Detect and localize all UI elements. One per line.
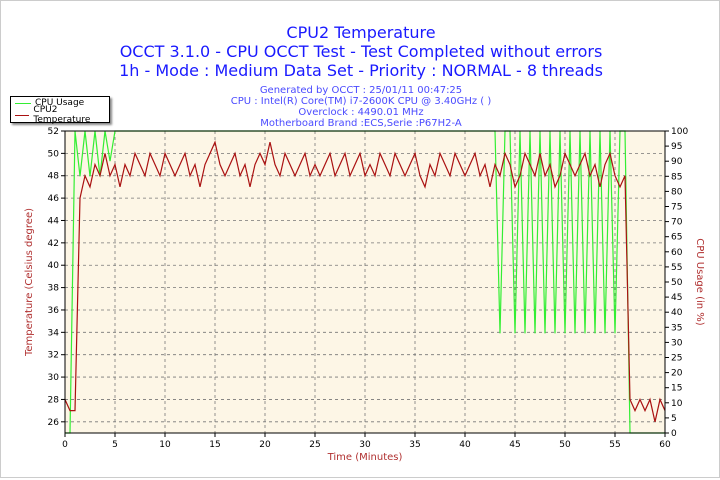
- y2-tick-label: 50: [671, 278, 683, 288]
- legend-swatch: [15, 114, 30, 116]
- y-tick-label: 40: [48, 261, 60, 271]
- y2-tick-label: 40: [671, 308, 683, 318]
- x-tick-label: 40: [459, 440, 471, 450]
- y2-tick-label: 55: [671, 263, 682, 273]
- y2-tick-label: 70: [671, 218, 683, 228]
- legend: CPU Usage CPU2 Temperature: [10, 96, 110, 125]
- y-tick-label: 26: [48, 418, 60, 428]
- legend-label: CPU2 Temperature: [33, 105, 91, 125]
- y2-tick-label: 25: [671, 354, 682, 364]
- y-tick-label: 28: [48, 395, 60, 405]
- y2-tick-label: 0: [671, 429, 677, 439]
- y-tick-label: 50: [48, 149, 60, 159]
- y2-tick-label: 75: [671, 203, 682, 213]
- info-generated: Generated by OCCT : 25/01/11 00:47:25: [259, 85, 463, 96]
- x-tick-label: 10: [159, 440, 171, 450]
- legend-item-cpu-usage: CPU Usage: [11, 97, 109, 109]
- y-tick-label: 32: [48, 351, 59, 361]
- mode-subtitle: 1h - Mode : Medium Data Set - Priority :…: [119, 61, 603, 80]
- y2-tick-label: 20: [671, 369, 683, 379]
- x-tick-label: 25: [309, 440, 320, 450]
- y2-tick-label: 45: [671, 293, 682, 303]
- y2-tick-label: 90: [671, 157, 683, 167]
- y2-tick-label: 65: [671, 233, 682, 243]
- y-tick-label: 52: [48, 127, 59, 137]
- plot-frame: [64, 130, 666, 434]
- test-subtitle: OCCT 3.1.0 - CPU OCCT Test - Test Comple…: [119, 42, 603, 61]
- x-tick-label: 20: [259, 440, 271, 450]
- y2-tick-label: 30: [671, 338, 683, 348]
- x-tick-label: 0: [62, 440, 68, 450]
- y2-tick-label: 10: [671, 399, 683, 409]
- x-tick-label: 50: [559, 440, 571, 450]
- info-cpu: CPU : Intel(R) Core(TM) i7-2600K CPU @ 3…: [230, 96, 492, 107]
- y2-tick-label: 60: [671, 248, 683, 258]
- x-tick-label: 45: [509, 440, 520, 450]
- y2-tick-label: 100: [671, 127, 688, 137]
- y-tick-label: 38: [48, 284, 60, 294]
- y2-tick-label: 5: [671, 414, 677, 424]
- series-temperature-line: [64, 140, 666, 422]
- y-tick-label: 36: [48, 306, 60, 316]
- y2-tick-label: 80: [671, 187, 683, 197]
- x-axis-label: Time (Minutes): [327, 452, 403, 463]
- x-tick-label: 30: [359, 440, 371, 450]
- y2-tick-label: 95: [671, 142, 682, 152]
- y-tick-label: 42: [48, 239, 59, 249]
- y-tick-label: 34: [48, 328, 60, 338]
- x-tick-label: 5: [112, 440, 118, 450]
- x-tick-label: 55: [609, 440, 620, 450]
- y-tick-label: 48: [48, 172, 60, 182]
- y2-axis-label: CPU Usage (in %): [694, 238, 705, 326]
- y2-tick-label: 85: [671, 172, 682, 182]
- legend-swatch: [15, 102, 31, 104]
- x-tick-label: 35: [409, 440, 420, 450]
- y2-tick-label: 15: [671, 384, 682, 394]
- x-tick-label: 15: [209, 440, 220, 450]
- y-axis-label: Temperature (Celsius degree): [24, 208, 35, 357]
- x-tick-label: 60: [659, 440, 671, 450]
- y-tick-label: 30: [48, 373, 60, 383]
- chart-title: CPU2 Temperature: [286, 23, 436, 42]
- y-tick-label: 44: [48, 216, 60, 226]
- y2-tick-label: 35: [671, 323, 682, 333]
- legend-item-temperature: CPU2 Temperature: [11, 105, 109, 125]
- legend-label: CPU Usage: [35, 98, 85, 108]
- y-tick-label: 46: [48, 194, 60, 204]
- info-motherboard: Motherboard Brand :ECS,Serie :P67H2-A: [260, 118, 462, 129]
- info-overclock: Overclock : 4490.01 MHz: [298, 107, 424, 118]
